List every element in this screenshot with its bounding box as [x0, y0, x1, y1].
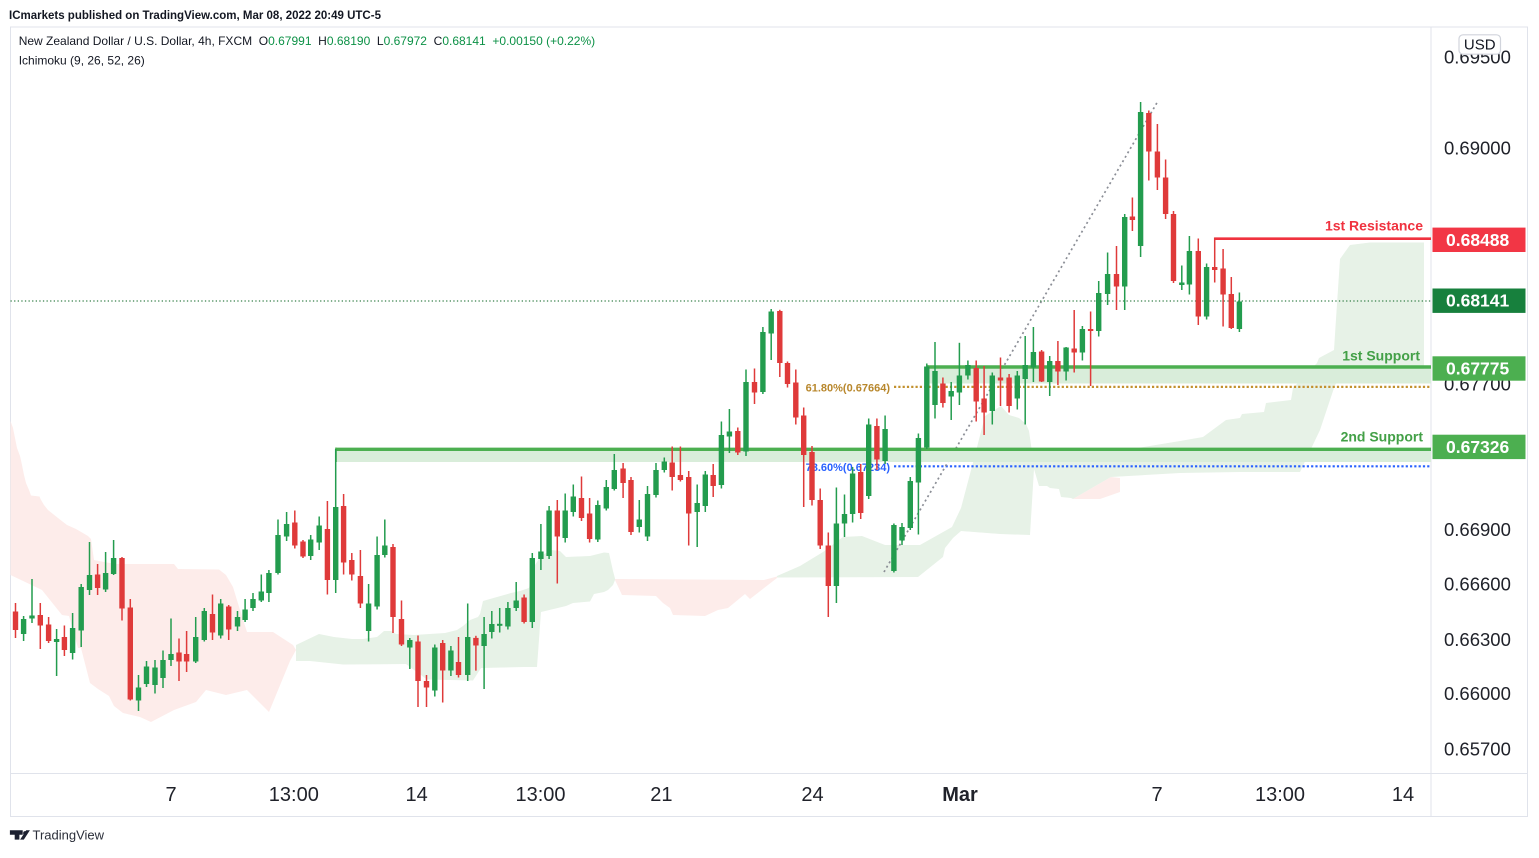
svg-text:ICmarkets published on Trading: ICmarkets published on TradingView.com, …	[9, 10, 382, 22]
svg-text:0.66600: 0.66600	[1444, 574, 1511, 595]
svg-text:2nd Support: 2nd Support	[1341, 428, 1424, 444]
svg-text:TradingView: TradingView	[33, 828, 105, 843]
svg-text:7: 7	[165, 784, 176, 806]
svg-text:7: 7	[1151, 784, 1162, 806]
svg-text:1st Support: 1st Support	[1342, 348, 1420, 364]
svg-text:14: 14	[405, 784, 427, 806]
svg-text:13:00: 13:00	[269, 784, 319, 806]
svg-text:Mar: Mar	[942, 784, 978, 806]
svg-text:New Zealand Dollar / U.S. Doll: New Zealand Dollar / U.S. Dollar, 4h, FX…	[19, 34, 595, 48]
svg-text:0.68488: 0.68488	[1446, 230, 1510, 250]
svg-text:14: 14	[1392, 784, 1414, 806]
svg-text:0.66300: 0.66300	[1444, 629, 1511, 650]
svg-text:0.66900: 0.66900	[1444, 519, 1511, 540]
svg-text:24: 24	[801, 784, 823, 806]
svg-text:0.67326: 0.67326	[1446, 437, 1510, 457]
svg-text:0.69000: 0.69000	[1444, 138, 1511, 159]
svg-text:Ichimoku (9, 26, 52, 26): Ichimoku (9, 26, 52, 26)	[19, 54, 145, 68]
svg-text:0.67775: 0.67775	[1446, 359, 1510, 379]
svg-text:1st Resistance: 1st Resistance	[1325, 218, 1423, 234]
svg-text:21: 21	[650, 784, 672, 806]
svg-text:0.68141: 0.68141	[1446, 291, 1510, 311]
svg-text:13:00: 13:00	[1255, 784, 1305, 806]
svg-text:USD: USD	[1464, 37, 1496, 54]
svg-text:13:00: 13:00	[515, 784, 565, 806]
svg-text:0.66000: 0.66000	[1444, 683, 1511, 704]
svg-text:61.80%(0.67664): 61.80%(0.67664)	[806, 383, 891, 395]
svg-text:0.65700: 0.65700	[1444, 739, 1511, 760]
